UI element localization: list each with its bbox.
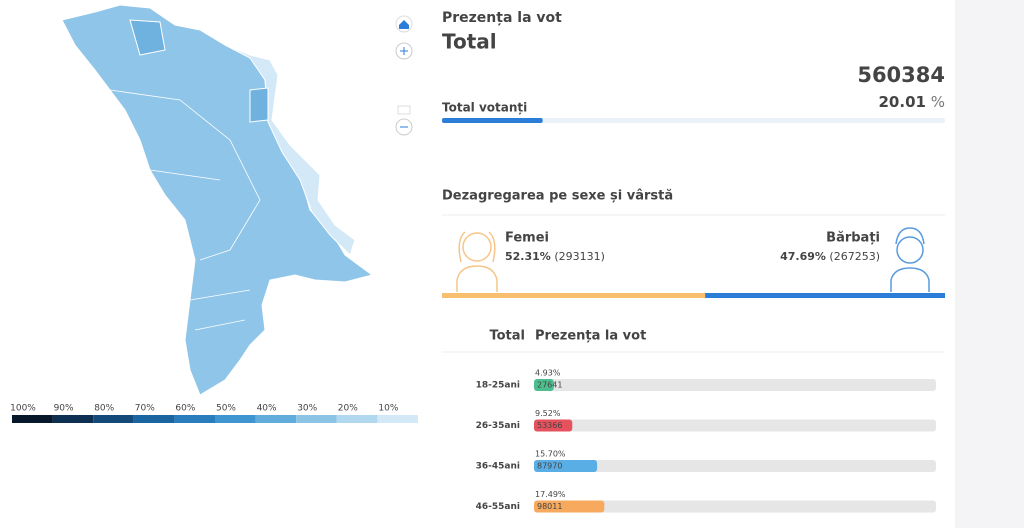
progress-track — [442, 118, 945, 123]
age-track — [534, 460, 936, 472]
women-label: Femei — [505, 231, 549, 246]
legend-swatch — [296, 415, 337, 423]
map-legend: 100% 90% 80% 70% 60% 50% 40% 30% 20% 10% — [10, 404, 418, 423]
percent-value: 20.01 — [879, 93, 926, 111]
legend-swatch — [12, 415, 53, 423]
legend-swatch — [52, 415, 94, 423]
age-count: 87970 — [537, 462, 562, 471]
age-bar — [534, 460, 598, 472]
age-track — [534, 419, 936, 432]
zoom-slider[interactable] — [397, 105, 411, 115]
legend-label: 80% — [94, 404, 114, 414]
female-icon — [456, 231, 498, 292]
women-count: (293131) — [554, 250, 605, 263]
percent-unit: % — [931, 93, 945, 111]
panel-title: Prezența la vot — [442, 10, 562, 26]
age-percent: 9.52% — [535, 409, 561, 418]
men-stats: 47.69% (267253) — [780, 250, 880, 263]
map-region[interactable] — [61, 4, 374, 396]
age-label: 36-45ani — [476, 462, 520, 472]
age-track — [534, 500, 936, 513]
panel-subtitle: Total — [442, 30, 497, 54]
turnout-percent: 20.01 % — [879, 93, 946, 111]
legend-swatch — [93, 415, 134, 423]
progress-bar — [442, 118, 543, 123]
age-bar — [534, 500, 605, 513]
legend-swatch — [336, 415, 378, 423]
age-count: 98011 — [537, 502, 562, 511]
total-label: Total votanți — [442, 101, 527, 115]
age-count: 53366 — [537, 421, 562, 430]
age-percent: 15.70% — [535, 450, 566, 459]
legend-label: 100% — [10, 404, 36, 414]
map-region[interactable] — [129, 19, 166, 56]
map-region[interactable] — [249, 87, 269, 123]
women-percent: 52.31% — [505, 250, 551, 263]
legend-label: 60% — [175, 404, 195, 414]
age-label: 18-25ani — [476, 381, 520, 391]
map-borders — [109, 89, 261, 331]
women-stats: 52.31% (293131) — [505, 250, 605, 263]
age-label: 46-55ani — [476, 502, 520, 512]
age-header-total: Total — [489, 329, 525, 344]
map-controls — [395, 15, 413, 136]
male-icon — [890, 227, 930, 292]
section-title: Dezagregarea pe sexe și vârstă — [442, 189, 673, 204]
home-icon — [399, 20, 409, 29]
age-track — [534, 379, 936, 391]
age-count: 27641 — [537, 381, 562, 390]
age-bar — [534, 419, 573, 432]
total-voters: 560384 — [857, 63, 945, 87]
legend-swatch — [255, 415, 297, 423]
legend-label: 70% — [135, 404, 155, 414]
legend-label: 40% — [257, 404, 277, 414]
map-region[interactable] — [224, 44, 356, 256]
men-count: (267253) — [829, 250, 880, 263]
women-bar — [442, 293, 706, 298]
legend-swatch — [174, 415, 215, 423]
age-percent: 17.49% — [535, 490, 566, 499]
legend-swatch — [215, 415, 256, 423]
men-label: Bărbați — [826, 231, 880, 246]
age-label: 26-35ani — [476, 421, 520, 431]
side-strip — [955, 0, 1024, 528]
age-header-turnout: Prezența la vot — [535, 329, 646, 344]
plus-icon — [400, 47, 408, 55]
legend-swatch — [377, 415, 418, 423]
legend-label: 50% — [216, 404, 236, 414]
men-percent: 47.69% — [780, 250, 826, 263]
legend-label: 20% — [338, 404, 358, 414]
legend-label: 10% — [378, 404, 398, 414]
legend-label: 90% — [54, 404, 74, 414]
legend-swatch — [133, 415, 175, 423]
legend-label: 30% — [297, 404, 317, 414]
map — [61, 4, 374, 396]
men-bar — [705, 293, 945, 298]
age-bar — [534, 379, 554, 391]
age-percent: 4.93% — [535, 369, 561, 378]
age-rows: 18-25ani 4.93% 27641 26-35ani 9.52% 53366 36-4… — [476, 369, 936, 513]
